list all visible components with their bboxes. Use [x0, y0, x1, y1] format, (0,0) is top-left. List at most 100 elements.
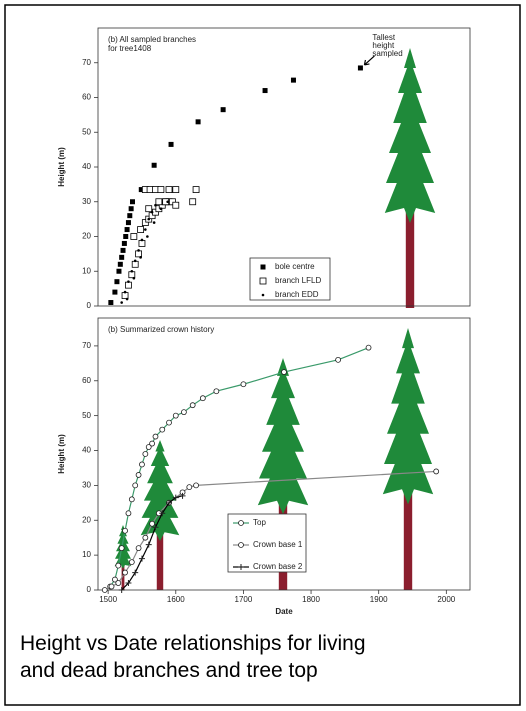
- marker: [101, 587, 108, 593]
- marker: [120, 301, 123, 304]
- marker: [123, 290, 127, 294]
- marker: [133, 259, 137, 263]
- marker: [262, 88, 268, 94]
- marker: [116, 268, 122, 274]
- marker: [159, 207, 163, 210]
- marker: [117, 261, 123, 267]
- marker: [125, 510, 132, 517]
- marker: [129, 199, 135, 205]
- y-tick-label: 50: [82, 127, 91, 136]
- marker: [166, 419, 172, 426]
- marker: [132, 276, 136, 280]
- marker: [149, 440, 156, 447]
- marker: [135, 250, 142, 258]
- marker: [145, 541, 152, 548]
- marker: [179, 492, 186, 499]
- marker: [220, 107, 226, 113]
- marker: [140, 238, 144, 242]
- marker: [147, 217, 151, 221]
- x-tick-label: 1600: [167, 595, 185, 604]
- y-tick-label: 20: [82, 515, 91, 524]
- legend-label: bole centre: [275, 262, 315, 271]
- y-tick-label: 60: [82, 376, 91, 385]
- marker: [152, 524, 159, 531]
- marker: [132, 482, 139, 489]
- marker: [192, 186, 200, 193]
- marker: [128, 496, 135, 503]
- annotation-arrow: [363, 55, 375, 66]
- marker: [238, 520, 244, 526]
- marker: [137, 249, 140, 252]
- y-tick-label: 40: [82, 446, 91, 455]
- y-tick-label: 10: [82, 266, 91, 275]
- panel-title: (b) All sampled branches: [108, 35, 196, 44]
- marker: [118, 587, 125, 593]
- y-tick-label: 30: [82, 197, 91, 206]
- marker: [130, 233, 138, 240]
- marker: [261, 293, 265, 297]
- marker: [199, 395, 206, 402]
- x-tick-label: 1500: [99, 595, 117, 604]
- marker: [260, 264, 266, 270]
- legend-label: branch LFLD: [275, 276, 321, 285]
- marker: [240, 381, 247, 388]
- marker: [335, 356, 342, 363]
- marker: [259, 277, 267, 285]
- marker: [166, 499, 173, 506]
- annotation: sampled: [372, 49, 402, 58]
- y-tick-label: 50: [82, 411, 91, 420]
- marker: [122, 569, 128, 576]
- y-axis-label: Height (m): [57, 434, 66, 474]
- marker: [168, 141, 174, 147]
- marker: [142, 451, 149, 457]
- marker: [120, 247, 126, 253]
- marker: [139, 461, 145, 468]
- marker: [151, 162, 157, 168]
- caption: Height vs Date relationships for living …: [20, 630, 366, 684]
- marker: [145, 205, 153, 213]
- y-tick-label: 40: [82, 162, 91, 171]
- marker: [131, 260, 139, 268]
- marker: [433, 468, 440, 475]
- marker: [127, 213, 133, 219]
- marker: [125, 281, 132, 289]
- marker: [125, 220, 131, 226]
- marker: [112, 289, 118, 295]
- panel-title: (b) Summarized crown history: [108, 325, 214, 334]
- marker: [137, 226, 145, 233]
- marker: [166, 200, 169, 204]
- marker: [365, 344, 372, 351]
- y-tick-label: 10: [82, 550, 91, 559]
- marker: [138, 240, 146, 247]
- marker: [115, 580, 122, 586]
- marker: [139, 256, 142, 259]
- marker: [123, 234, 129, 239]
- annotation: Tallest: [372, 33, 395, 42]
- marker: [238, 564, 244, 570]
- marker: [189, 402, 196, 409]
- y-tick-label: 20: [82, 232, 91, 241]
- y-tick-label: 60: [82, 93, 91, 102]
- marker: [138, 187, 144, 193]
- marker: [108, 300, 114, 306]
- x-tick-label: 1900: [370, 595, 388, 604]
- marker: [128, 559, 135, 566]
- legend-label: Crown base 2: [253, 562, 303, 571]
- marker: [118, 545, 125, 552]
- marker: [127, 280, 130, 283]
- y-tick-label: 70: [82, 341, 91, 350]
- marker: [138, 555, 145, 562]
- marker: [122, 527, 128, 534]
- marker: [172, 201, 180, 209]
- marker: [180, 409, 187, 416]
- marker: [193, 482, 199, 489]
- tree-illustration: [382, 328, 434, 590]
- legend-label: Top: [253, 518, 266, 527]
- x-axis-label: Date: [275, 607, 293, 616]
- marker: [152, 221, 156, 224]
- y-tick-label: 30: [82, 480, 91, 489]
- x-tick-label: 1800: [302, 595, 320, 604]
- marker: [150, 210, 154, 214]
